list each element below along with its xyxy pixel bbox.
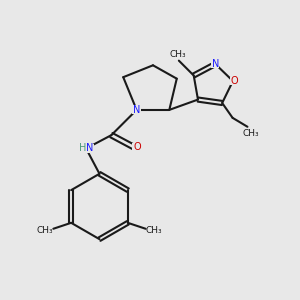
Text: CH₃: CH₃ — [146, 226, 162, 235]
Bar — [132, 105, 141, 114]
Bar — [211, 60, 220, 68]
Text: CH₃: CH₃ — [169, 50, 186, 58]
Text: H: H — [79, 143, 86, 153]
Text: N: N — [133, 105, 140, 115]
Text: O: O — [134, 142, 141, 152]
Text: N: N — [86, 143, 93, 153]
Bar — [230, 77, 238, 85]
Bar — [133, 143, 141, 151]
Text: O: O — [231, 76, 238, 86]
Bar — [78, 144, 94, 153]
Text: CH₃: CH₃ — [242, 129, 259, 138]
Text: N: N — [212, 59, 219, 69]
Text: CH₃: CH₃ — [37, 226, 53, 235]
